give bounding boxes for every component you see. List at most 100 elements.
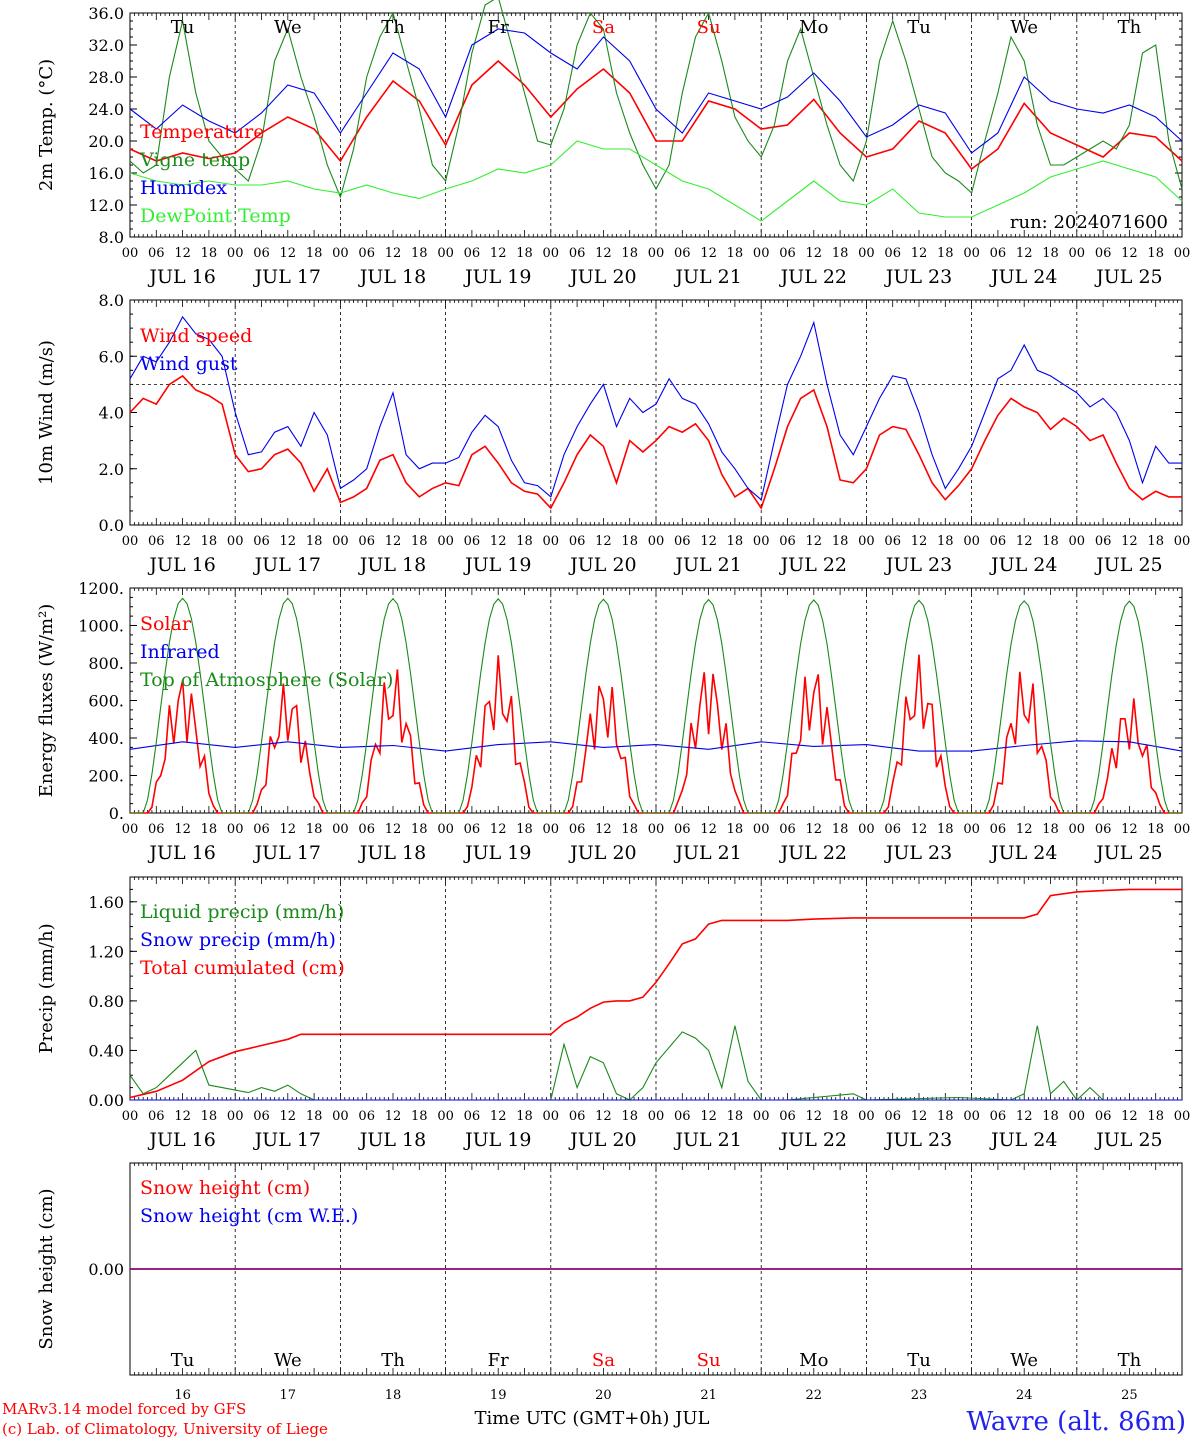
hour-tick-label: 06 xyxy=(148,822,165,837)
date-label: JUL 19 xyxy=(463,842,531,864)
hour-tick-label: 00 xyxy=(858,1109,875,1124)
weekday-label: We xyxy=(1010,1350,1038,1371)
weekday-label: We xyxy=(1010,17,1038,38)
hour-tick-label: 00 xyxy=(122,534,139,549)
hour-tick-label: 18 xyxy=(832,822,849,837)
hour-tick-label: 12 xyxy=(1016,1109,1033,1124)
panel-5: 0.00 Snow height (cm) Snow height (cm) Snow… xyxy=(36,1162,1183,1403)
y-tick-label: 28.0 xyxy=(88,68,124,87)
panel-1: 8.0 12.0 16.0 20.0 24.0 28.0 32.0 36.0 2m Temp. … xyxy=(36,0,1190,288)
hour-tick-label: 18 xyxy=(832,534,849,549)
hour-tick-label: 06 xyxy=(779,246,796,261)
hour-tick-label: 06 xyxy=(464,822,481,837)
panel-4: 0.00 0.40 0.80 1.20 1.60 Precip (mm/h) Liquid … xyxy=(36,876,1190,1151)
hour-tick-label: 00 xyxy=(332,822,349,837)
hour-tick-label: 12 xyxy=(595,534,612,549)
hour-tick-label: 06 xyxy=(990,534,1007,549)
hour-tick-label: 00 xyxy=(753,822,770,837)
date-label: JUL 17 xyxy=(253,266,321,288)
date-label: JUL 23 xyxy=(884,1129,952,1151)
day-number-label: 21 xyxy=(700,1388,717,1403)
date-label: JUL 18 xyxy=(358,554,426,576)
date-label: JUL 21 xyxy=(673,266,741,288)
weekday-label: Sa xyxy=(592,1350,615,1371)
plot-frame xyxy=(129,587,1183,814)
hour-tick-label: 12 xyxy=(174,534,191,549)
hour-tick-label: 06 xyxy=(990,246,1007,261)
hour-tick-label: 18 xyxy=(937,1109,954,1124)
hour-tick-label: 12 xyxy=(700,534,717,549)
hour-tick-label: 00 xyxy=(332,246,349,261)
hour-tick-label: 00 xyxy=(963,1109,980,1124)
hour-tick-label: 06 xyxy=(1095,822,1112,837)
weekday-label: Fr xyxy=(488,17,509,38)
date-label: JUL 20 xyxy=(568,1129,636,1151)
hour-tick-label: 18 xyxy=(411,822,428,837)
hour-tick-label: 06 xyxy=(884,534,901,549)
hour-tick-label: 18 xyxy=(411,1109,428,1124)
hour-tick-label: 00 xyxy=(648,246,665,261)
hour-tick-label: 18 xyxy=(516,246,533,261)
hour-tick-label: 00 xyxy=(332,1109,349,1124)
date-label: JUL 20 xyxy=(568,554,636,576)
hour-tick-label: 00 xyxy=(1069,1109,1086,1124)
hour-tick-label: 06 xyxy=(464,246,481,261)
hour-tick-label: 12 xyxy=(1016,534,1033,549)
hour-tick-label: 06 xyxy=(569,1109,586,1124)
legend-entry: Snow precip (mm/h) xyxy=(140,929,336,951)
hour-tick-label: 00 xyxy=(753,534,770,549)
y-tick-label: 32.0 xyxy=(88,36,124,55)
series-line-dewpoint-temp xyxy=(129,140,1183,222)
hour-tick-label: 12 xyxy=(700,1109,717,1124)
y-tick-label: 0.80 xyxy=(88,992,124,1011)
hour-tick-label: 00 xyxy=(1174,246,1191,261)
hour-tick-label: 18 xyxy=(411,246,428,261)
day-number-label: 16 xyxy=(174,1388,191,1403)
hour-tick-label: 06 xyxy=(884,246,901,261)
hour-tick-label: 18 xyxy=(621,1109,638,1124)
hour-tick-label: 18 xyxy=(306,822,323,837)
hour-tick-label: 18 xyxy=(201,246,218,261)
date-label: JUL 22 xyxy=(779,842,847,864)
hour-tick-label: 06 xyxy=(884,822,901,837)
hour-tick-label: 00 xyxy=(648,1109,665,1124)
date-label: JUL 22 xyxy=(779,1129,847,1151)
hour-tick-label: 18 xyxy=(1147,246,1164,261)
hour-tick-label: 06 xyxy=(358,1109,375,1124)
hour-tick-label: 18 xyxy=(516,822,533,837)
hour-tick-label: 00 xyxy=(437,822,454,837)
hour-tick-label: 06 xyxy=(779,822,796,837)
panel-2: 0.0 2.0 4.0 6.0 8.0 10m Wind (m/s) Wind speed W… xyxy=(36,291,1190,576)
series-line-liquid-precip-mm-h- xyxy=(129,1025,1182,1101)
hour-tick-label: 00 xyxy=(122,822,139,837)
hour-tick-label: 12 xyxy=(174,822,191,837)
hour-tick-label: 18 xyxy=(201,1109,218,1124)
hour-tick-label: 06 xyxy=(674,534,691,549)
date-label: JUL 17 xyxy=(253,842,321,864)
hour-tick-label: 12 xyxy=(806,822,823,837)
site-label: Wavre (alt. 86m) xyxy=(966,1407,1186,1437)
y-tick-label: 6.0 xyxy=(99,347,124,366)
date-label: JUL 25 xyxy=(1094,266,1162,288)
day-number-label: 25 xyxy=(1121,1388,1138,1403)
hour-tick-label: 18 xyxy=(306,1109,323,1124)
y-axis-label: Precip (mm/h) xyxy=(36,923,57,1053)
hour-tick-label: 06 xyxy=(253,534,270,549)
hour-tick-label: 12 xyxy=(1016,822,1033,837)
hour-tick-label: 06 xyxy=(1095,1109,1112,1124)
hour-tick-label: 00 xyxy=(1174,534,1191,549)
series-line-infrared xyxy=(129,740,1183,752)
weekday-label: Mo xyxy=(799,17,828,38)
day-number-label: 20 xyxy=(595,1388,612,1403)
date-label: JUL 23 xyxy=(884,266,952,288)
weekday-label: Th xyxy=(1118,1350,1142,1371)
panel-3: 0. 200. 400. 600. 800. 1000. 1200. Energy fluxe… xyxy=(36,579,1190,864)
weekday-label: Th xyxy=(1118,17,1142,38)
legend-entry: DewPoint Temp xyxy=(140,205,291,227)
hour-tick-label: 18 xyxy=(1042,246,1059,261)
series-line-wind-gust xyxy=(129,315,1182,501)
plot-frame xyxy=(129,12,1183,238)
run-label: run: 2024071600 xyxy=(1010,212,1168,233)
weekday-label: Sa xyxy=(592,17,615,38)
hour-tick-label: 00 xyxy=(437,534,454,549)
